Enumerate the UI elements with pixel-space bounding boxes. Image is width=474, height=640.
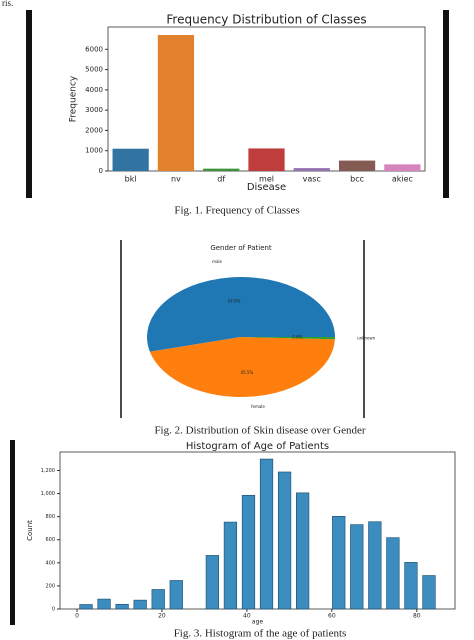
bar <box>422 575 436 610</box>
x-axis-label: age <box>252 619 263 626</box>
x-tick-label: mel <box>259 175 274 184</box>
caption: Fig. 1. Frequency of Classes <box>174 205 299 217</box>
x-axis-label: Disease <box>247 182 286 193</box>
pie-label: female <box>251 404 265 409</box>
bar <box>241 494 256 610</box>
x-tick-label: vasc <box>303 175 321 184</box>
bar <box>248 148 285 171</box>
frame-bar <box>443 10 449 198</box>
y-tick-label: 200 <box>45 583 55 589</box>
pie-value-label: 45.5% <box>241 370 254 375</box>
y-tick-label: 1,000 <box>41 491 55 497</box>
bar <box>169 580 183 610</box>
x-tick-label: 0 <box>75 613 79 620</box>
y-axis-label: Count <box>26 520 34 541</box>
chart-title: Histogram of Age of Patients <box>186 441 329 452</box>
bar <box>350 524 364 610</box>
bar <box>79 604 93 610</box>
bar <box>259 458 274 610</box>
frame-bar <box>10 440 15 625</box>
bar <box>223 521 238 610</box>
bar <box>332 516 346 610</box>
x-tick-label: df <box>217 175 225 184</box>
chart-title: Frequency Distribution of Classes <box>166 13 366 27</box>
y-tick-label: 2000 <box>85 126 103 134</box>
caption: Fig. 2. Distribution of Skin disease ove… <box>154 425 365 437</box>
bar <box>205 555 219 610</box>
y-tick-label: 400 <box>45 560 55 566</box>
y-tick-label: 3000 <box>85 106 103 114</box>
plot-frame <box>59 451 456 610</box>
x-tick-label: bkl <box>125 175 137 184</box>
bar <box>203 168 240 171</box>
x-tick-label: 60 <box>328 613 336 620</box>
y-tick-label: 6000 <box>85 45 103 53</box>
bar <box>151 589 165 610</box>
bar <box>386 537 400 610</box>
bar <box>404 562 418 610</box>
bar <box>97 598 111 610</box>
y-tick-label: 1,200 <box>41 468 55 474</box>
fragment: ris. <box>2 0 13 8</box>
pie-label: male <box>212 259 222 264</box>
y-tick-label: 0 <box>52 607 55 613</box>
pie-value-label: 0.6% <box>292 335 302 340</box>
bar <box>368 521 382 610</box>
y-axis-label: Frequency <box>69 75 79 122</box>
bar <box>384 164 421 171</box>
pie-slice <box>146 277 335 352</box>
bar <box>277 471 292 610</box>
chart-title: Gender of Patient <box>210 244 272 252</box>
bar <box>338 160 376 171</box>
pie-value-label: 54.0% <box>228 298 241 303</box>
y-tick-label: 600 <box>45 537 55 543</box>
pie-slice <box>241 337 335 340</box>
pie-slice <box>149 337 335 397</box>
y-tick-label: 4000 <box>85 86 103 94</box>
x-tick-label: akiec <box>392 175 413 184</box>
x-tick-label: nv <box>171 175 181 184</box>
x-tick-label: 40 <box>243 613 251 620</box>
bar <box>296 492 310 610</box>
caption: Fig. 3. Histogram of the age of patients <box>174 628 347 640</box>
bar <box>157 35 195 172</box>
y-tick-label: 5000 <box>85 66 103 74</box>
pie-label: unknown <box>357 335 376 340</box>
y-tick-label: 1000 <box>85 147 103 155</box>
bar <box>293 168 330 171</box>
bar <box>112 148 149 171</box>
x-tick-label: 80 <box>413 613 421 620</box>
bar <box>133 599 147 610</box>
x-tick-label: bcc <box>350 175 364 184</box>
x-tick-label: 20 <box>158 613 166 620</box>
frame-bar <box>26 10 32 198</box>
bar <box>115 603 129 610</box>
y-tick-label: 0 <box>99 167 103 175</box>
y-tick-label: 800 <box>45 514 55 520</box>
